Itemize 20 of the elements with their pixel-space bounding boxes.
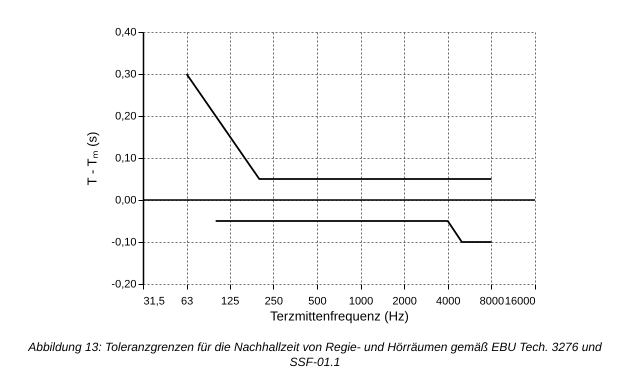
y-tick-label: 0,20: [115, 110, 136, 122]
x-tick-label: 1000: [348, 296, 374, 308]
y-tick-label: 0,10: [115, 152, 136, 164]
x-tick-label: 63: [180, 296, 194, 308]
text: Abbildung 13: Toleranzgrenzen für die Nachhallzeit von Regie- und Hörräumen gemäß EBU Tech. 3276 und SSF-01.1: [26, 340, 603, 370]
x-tick-label: 500: [308, 296, 327, 308]
y-axis-title: T - Tₘ (s): [84, 132, 100, 186]
y-tick-label: 0,40: [115, 26, 136, 38]
x-tick-label: 4000: [436, 296, 461, 308]
x-axis-title: Terzmittenfrequenz (Hz): [270, 308, 409, 324]
y-tick-label: -0,20: [111, 278, 136, 290]
x-tick-label: 16000: [504, 296, 536, 308]
x-tick-label: 8000: [480, 296, 504, 308]
x-tick-label: 250: [264, 296, 284, 308]
y-tick-label: 0,30: [115, 68, 136, 80]
y-tick-label: -0,10: [111, 236, 136, 248]
x-tick-label: 2000: [392, 296, 417, 308]
x-tick-label: 125: [221, 296, 240, 308]
y-tick-label: 0,00: [115, 194, 136, 206]
x-tick-label: 31,5: [144, 296, 165, 308]
